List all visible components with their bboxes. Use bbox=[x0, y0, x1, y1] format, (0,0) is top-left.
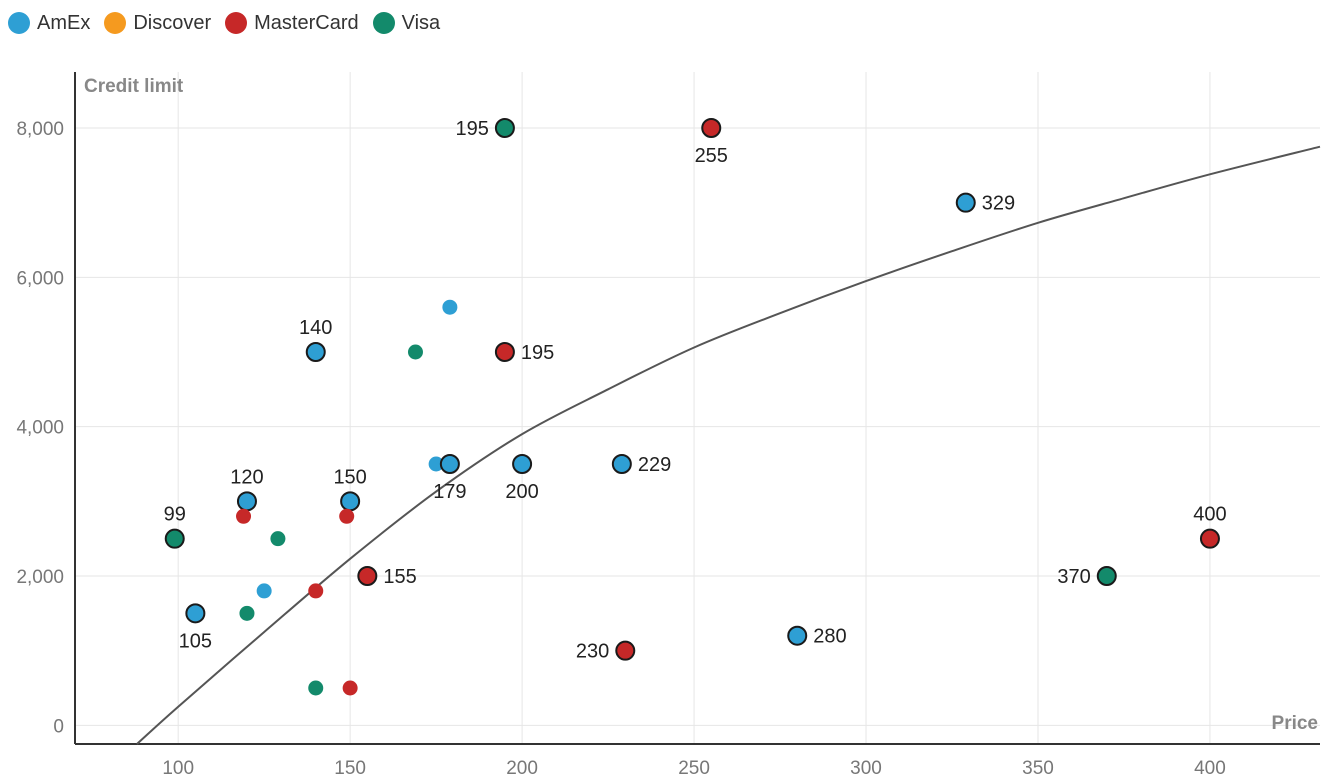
point-visa[interactable] bbox=[270, 531, 286, 547]
y-tick-label: 4,000 bbox=[16, 418, 64, 439]
legend-label-discover: Discover bbox=[133, 11, 212, 34]
legend-swatch-visa bbox=[372, 12, 395, 34]
point-amex[interactable] bbox=[185, 603, 206, 624]
point-label-amex: 229 bbox=[638, 454, 671, 476]
point-amex[interactable] bbox=[428, 456, 444, 472]
point-mastercard[interactable] bbox=[236, 508, 252, 524]
point-label-amex: 179 bbox=[433, 481, 466, 503]
point-amex[interactable] bbox=[787, 625, 808, 646]
grid-lines bbox=[75, 72, 1320, 744]
point-label-mastercard: 255 bbox=[695, 145, 728, 167]
point-label-amex: 150 bbox=[333, 466, 366, 488]
point-amex[interactable] bbox=[305, 342, 326, 362]
point-label-mastercard: 155 bbox=[383, 566, 416, 588]
point-amex[interactable] bbox=[442, 299, 458, 315]
axes bbox=[74, 72, 1320, 745]
point-visa[interactable] bbox=[308, 680, 324, 696]
tick-labels: 100 150 200 250 300 350 400 0 2,000 4,000 6,000 8,0… bbox=[16, 119, 1225, 779]
point-amex[interactable] bbox=[236, 491, 257, 512]
point-label-visa: 370 bbox=[1057, 566, 1090, 588]
legend-label-amex: AmEx bbox=[37, 11, 91, 34]
point-visa[interactable] bbox=[1096, 566, 1117, 586]
point-label-visa: 195 bbox=[456, 118, 489, 140]
trendline-group bbox=[136, 145, 1321, 745]
point-label-mastercard: 195 bbox=[521, 342, 554, 364]
point-mastercard[interactable] bbox=[339, 508, 355, 524]
data-points bbox=[164, 118, 1220, 696]
point-amex[interactable] bbox=[512, 454, 533, 474]
point-mastercard[interactable] bbox=[1199, 528, 1220, 549]
point-amex[interactable] bbox=[256, 583, 272, 599]
point-mastercard[interactable] bbox=[342, 680, 358, 696]
x-tick-label: 150 bbox=[334, 758, 366, 779]
legend-swatch-amex bbox=[8, 12, 30, 34]
point-label-amex: 140 bbox=[299, 317, 332, 339]
point-label-amex: 200 bbox=[505, 481, 538, 503]
point-label-mastercard: 230 bbox=[576, 641, 609, 663]
y-tick-label: 2,000 bbox=[16, 567, 64, 588]
point-amex[interactable] bbox=[955, 192, 976, 213]
point-amex[interactable] bbox=[340, 491, 361, 512]
point-label-amex: 329 bbox=[982, 193, 1015, 215]
chart-legend: AmEx Discover MasterCard Visa bbox=[8, 6, 440, 40]
legend-label-visa: Visa bbox=[401, 11, 441, 34]
point-mastercard[interactable] bbox=[494, 342, 515, 362]
point-mastercard[interactable] bbox=[308, 583, 324, 599]
y-tick-label: 0 bbox=[53, 716, 64, 737]
point-amex[interactable] bbox=[439, 454, 460, 474]
legend-item-mastercard[interactable]: MasterCard bbox=[225, 11, 359, 35]
point-label-amex: 120 bbox=[230, 466, 263, 488]
legend-label-mastercard: MasterCard bbox=[254, 11, 359, 34]
point-label-amex: 105 bbox=[179, 630, 212, 652]
x-tick-label: 200 bbox=[506, 758, 538, 779]
point-label-amex: 280 bbox=[813, 626, 846, 648]
point-visa[interactable] bbox=[164, 528, 185, 549]
y-tick-label: 8,000 bbox=[16, 119, 64, 140]
x-tick-label: 250 bbox=[678, 758, 710, 779]
y-axis-title: Credit limit bbox=[84, 76, 184, 97]
x-tick-label: 100 bbox=[162, 758, 194, 779]
point-label-visa: 99 bbox=[164, 504, 186, 526]
legend-item-visa[interactable]: Visa bbox=[372, 11, 441, 35]
x-axis-title: Price bbox=[1272, 713, 1318, 734]
point-mastercard[interactable] bbox=[357, 566, 378, 586]
trendline bbox=[136, 145, 1321, 745]
legend-item-discover[interactable]: Discover bbox=[104, 12, 211, 35]
point-labels: 105 120 140 150 179 200 229 280 329 155 195 230 255 4… bbox=[164, 118, 1227, 663]
point-mastercard[interactable] bbox=[701, 118, 722, 138]
x-tick-label: 350 bbox=[1022, 758, 1054, 779]
x-tick-label: 400 bbox=[1194, 758, 1226, 779]
legend-item-amex[interactable]: AmEx bbox=[8, 12, 90, 35]
point-visa[interactable] bbox=[494, 118, 515, 138]
point-visa[interactable] bbox=[407, 344, 423, 360]
point-mastercard[interactable] bbox=[615, 640, 636, 661]
point-label-mastercard: 400 bbox=[1193, 504, 1226, 526]
point-amex[interactable] bbox=[611, 454, 632, 474]
point-visa[interactable] bbox=[239, 605, 255, 621]
legend-swatch-mastercard bbox=[225, 12, 248, 34]
legend-swatch-discover bbox=[104, 12, 127, 34]
x-tick-label: 300 bbox=[850, 758, 882, 779]
y-tick-label: 6,000 bbox=[16, 268, 64, 289]
